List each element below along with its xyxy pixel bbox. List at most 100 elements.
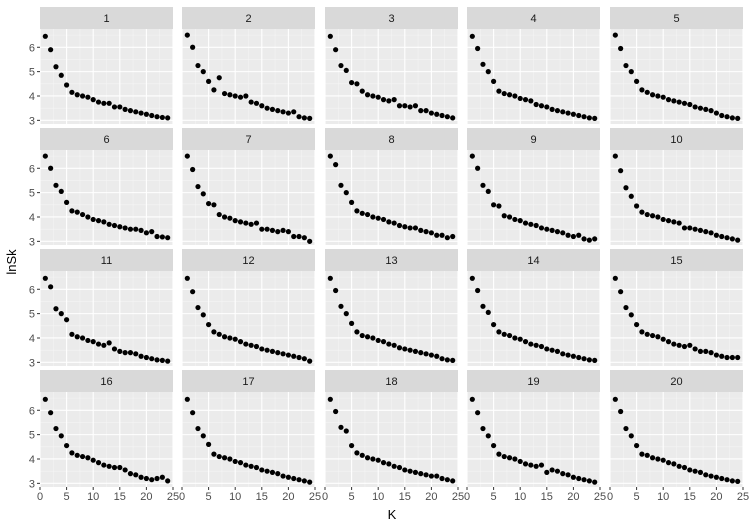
data-point [402,346,408,352]
data-point [618,168,624,174]
data-point [581,477,587,483]
data-point [450,115,456,121]
data-point [74,209,80,215]
x-tick-label: 10 [87,491,99,503]
facet-strip [610,128,743,150]
facet-strip-label: 9 [530,134,536,146]
data-point [522,461,529,467]
data-point [370,214,376,220]
x-tick-label: 20 [140,491,152,503]
data-point [216,75,222,81]
data-point [127,471,134,477]
data-point [681,343,688,350]
data-point [190,410,196,416]
data-point [634,442,640,449]
data-point [729,236,735,242]
data-point [216,453,222,460]
facet-panel-6: 6 3 4 5 6 [29,128,174,248]
data-point [64,317,70,323]
data-point [665,339,672,345]
data-point [291,109,297,115]
facet-panel-15: 15 [609,249,744,366]
data-point [206,441,212,447]
data-point [586,357,592,363]
data-point [639,87,645,93]
data-point [485,309,491,316]
data-point [544,104,550,110]
facet-strip-label: 6 [103,134,109,146]
data-point [681,100,688,106]
data-point [533,222,539,229]
data-point [418,350,424,356]
data-point [375,215,381,221]
data-point [576,475,582,482]
facet-panel-2: 2 [181,7,316,124]
y-tick-label: 6 [29,284,35,296]
data-point [586,478,592,484]
data-point [676,463,682,469]
data-point [475,165,481,171]
data-point [259,467,265,473]
data-point [90,339,96,345]
data-point [623,62,629,69]
data-point [364,334,371,340]
data-point [491,78,497,84]
x-tick-label: 15 [256,491,268,503]
data-point [612,153,618,159]
data-point [735,354,741,361]
facet-strip [610,7,743,29]
data-point [501,213,507,219]
data-point [133,472,139,478]
data-point [735,478,741,484]
data-point [74,92,80,98]
data-point [671,461,677,467]
data-point [512,456,518,462]
data-point [506,332,513,339]
data-point [333,162,339,168]
data-point [79,93,86,99]
data-point [227,456,233,462]
data-point [618,45,624,52]
data-point [428,352,434,358]
data-point [491,202,497,208]
data-point [111,464,118,471]
data-point [386,219,392,225]
data-point [165,478,171,484]
data-point [85,337,91,344]
y-tick-label: 4 [29,212,35,224]
facet-strip [610,249,743,271]
data-point [724,477,730,483]
data-point [423,229,429,235]
data-point [544,226,550,232]
data-point [364,92,371,98]
data-point [713,110,720,116]
data-point [106,100,112,106]
data-point [708,350,714,356]
x-tick-label: 10 [372,491,384,503]
data-point [412,103,419,109]
facet-panel-18: 18 0 5 10 15 20 25 [322,370,464,503]
data-point [291,475,297,482]
data-point [301,356,307,362]
y-tick-label: 3 [29,478,35,490]
data-point [407,468,413,474]
data-point [53,64,59,70]
data-point [221,90,228,97]
data-point [211,87,217,93]
data-point [612,275,618,281]
x-tick-label: 15 [399,491,411,503]
data-point [195,425,201,432]
data-point [469,33,475,39]
data-point [418,227,424,233]
y-tick-label: 3 [29,357,35,369]
data-point [269,348,276,354]
data-point [512,216,518,223]
data-point [143,475,149,482]
data-point [69,89,75,95]
y-tick-label: 3 [29,236,35,248]
data-point [211,329,217,335]
data-point [79,335,86,341]
x-tick-label: 15 [114,491,126,503]
data-point [475,287,481,294]
